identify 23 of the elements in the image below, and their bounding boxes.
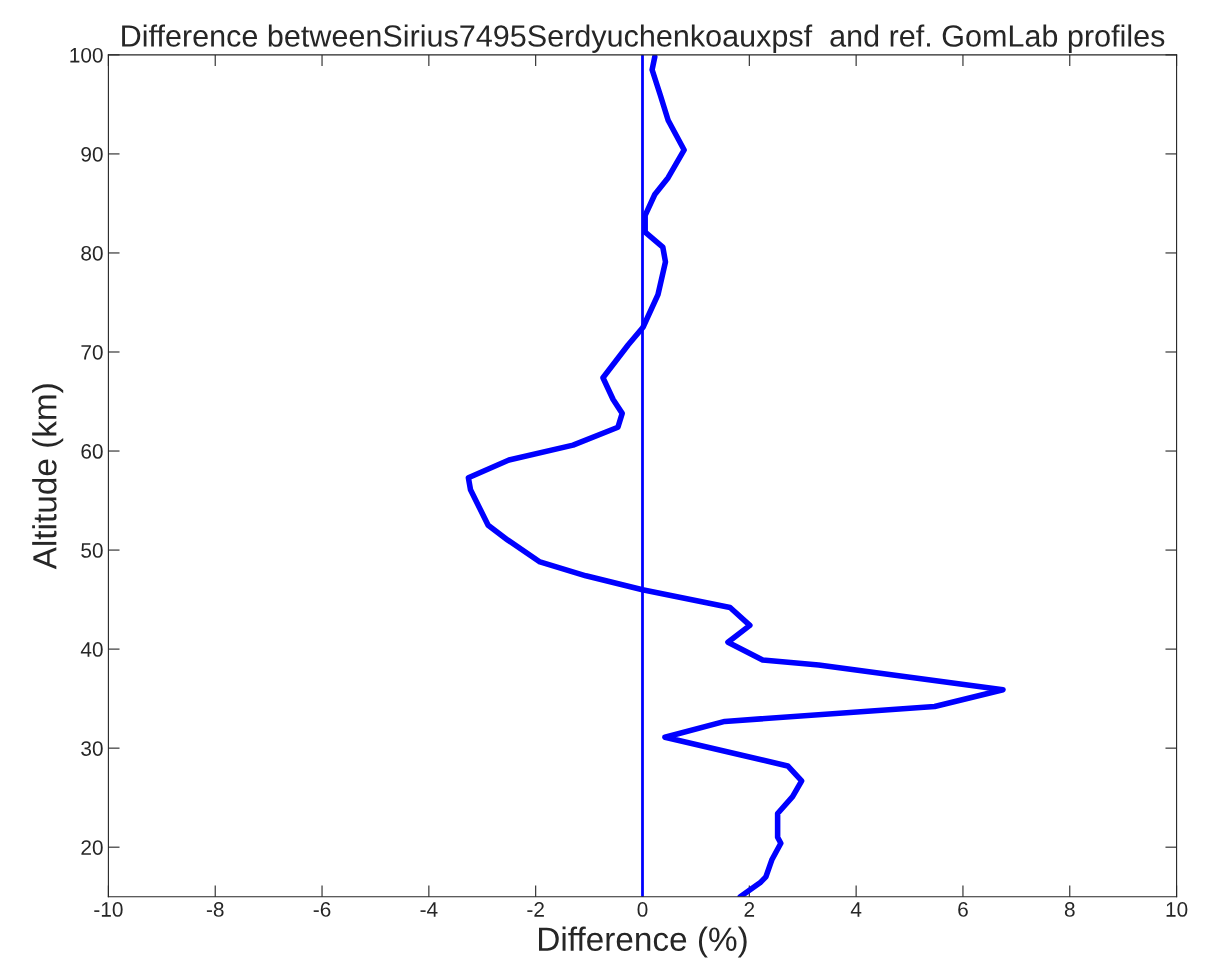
x-tick-label: -8: [206, 902, 224, 917]
y-tick-label: 70: [81, 344, 103, 360]
x-axis-title: Difference (%): [539, 926, 747, 958]
x-tick-label: -6: [313, 902, 331, 917]
chart-title: Difference betweenSirius7495Serdyuchenkoauxpsf and ref. GomLab profiles: [122, 24, 1165, 53]
y-tick-label: 80: [81, 245, 103, 261]
y-tick-label: 20: [81, 840, 103, 855]
y-tick-label: 30: [81, 741, 103, 756]
y-tick-label: 50: [81, 543, 103, 558]
y-tick-label: 60: [81, 444, 103, 459]
y-tick-label: 90: [81, 146, 103, 162]
x-tick-label: 0: [637, 902, 648, 917]
x-tick-label: -10: [94, 902, 123, 917]
x-tick-label: -2: [527, 902, 544, 917]
y-axis-title: Altitude (km): [32, 384, 64, 570]
x-tick-label: 8: [1064, 902, 1075, 917]
x-tick-label: -4: [420, 902, 438, 917]
x-tick-label: 4: [850, 902, 862, 917]
y-tick-label: 40: [80, 642, 103, 657]
x-tick-label: 2: [744, 902, 755, 917]
x-tick-label: 10: [1166, 902, 1188, 917]
y-tick-label: 100: [70, 47, 103, 63]
x-tick-label: 6: [958, 902, 968, 917]
